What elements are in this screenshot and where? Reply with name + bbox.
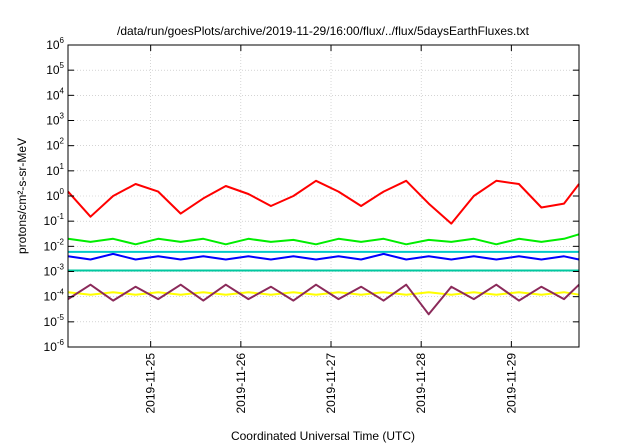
- x-axis-label: Coordinated Universal Time (UTC): [231, 429, 415, 443]
- y-tick-label: 106: [46, 36, 64, 52]
- x-tick-label: 2019-11-27: [324, 353, 338, 414]
- x-tick-label: 2019-11-25: [144, 353, 158, 414]
- y-tick-label: 10-3: [44, 263, 65, 279]
- y-tick-label: 10-4: [44, 288, 65, 304]
- chart-title: /data/run/goesPlots/archive/2019-11-29/1…: [117, 24, 530, 38]
- series-line-6: [67, 291, 580, 296]
- y-tick-label: 100: [46, 187, 64, 203]
- y-tick-label: 10-2: [44, 237, 65, 253]
- y-tick-label: 102: [46, 137, 64, 153]
- y-tick-label: 10-6: [44, 338, 65, 354]
- x-tick-label: 2019-11-26: [234, 353, 248, 414]
- series-line-2: [67, 233, 580, 246]
- y-tick-label: 104: [46, 86, 64, 102]
- x-axis-ticks: 2019-11-25 2019-11-26 2019-11-27 2019-11-28…: [144, 45, 518, 414]
- series-lines: [67, 179, 580, 316]
- series-line-7: [67, 283, 580, 316]
- y-tick-label: 10-1: [44, 212, 65, 228]
- y-tick-label: 101: [46, 162, 64, 178]
- y-axis-ticks: 10-6 10-5 10-4 10-3 10-2 10-1 100 101 102 103 104 1…: [44, 36, 579, 354]
- y-tick-label: 105: [46, 61, 64, 77]
- y-tick-label: 10-5: [44, 313, 65, 329]
- x-tick-label: 2019-11-29: [504, 353, 518, 414]
- x-tick-label: 2019-11-28: [414, 353, 428, 414]
- grid: [68, 45, 579, 347]
- y-tick-label: 103: [46, 112, 64, 128]
- y-axis-label: protons/cm²-s-sr-MeV: [15, 138, 29, 254]
- series-line-1: [67, 179, 580, 225]
- series-line-3: [67, 252, 580, 261]
